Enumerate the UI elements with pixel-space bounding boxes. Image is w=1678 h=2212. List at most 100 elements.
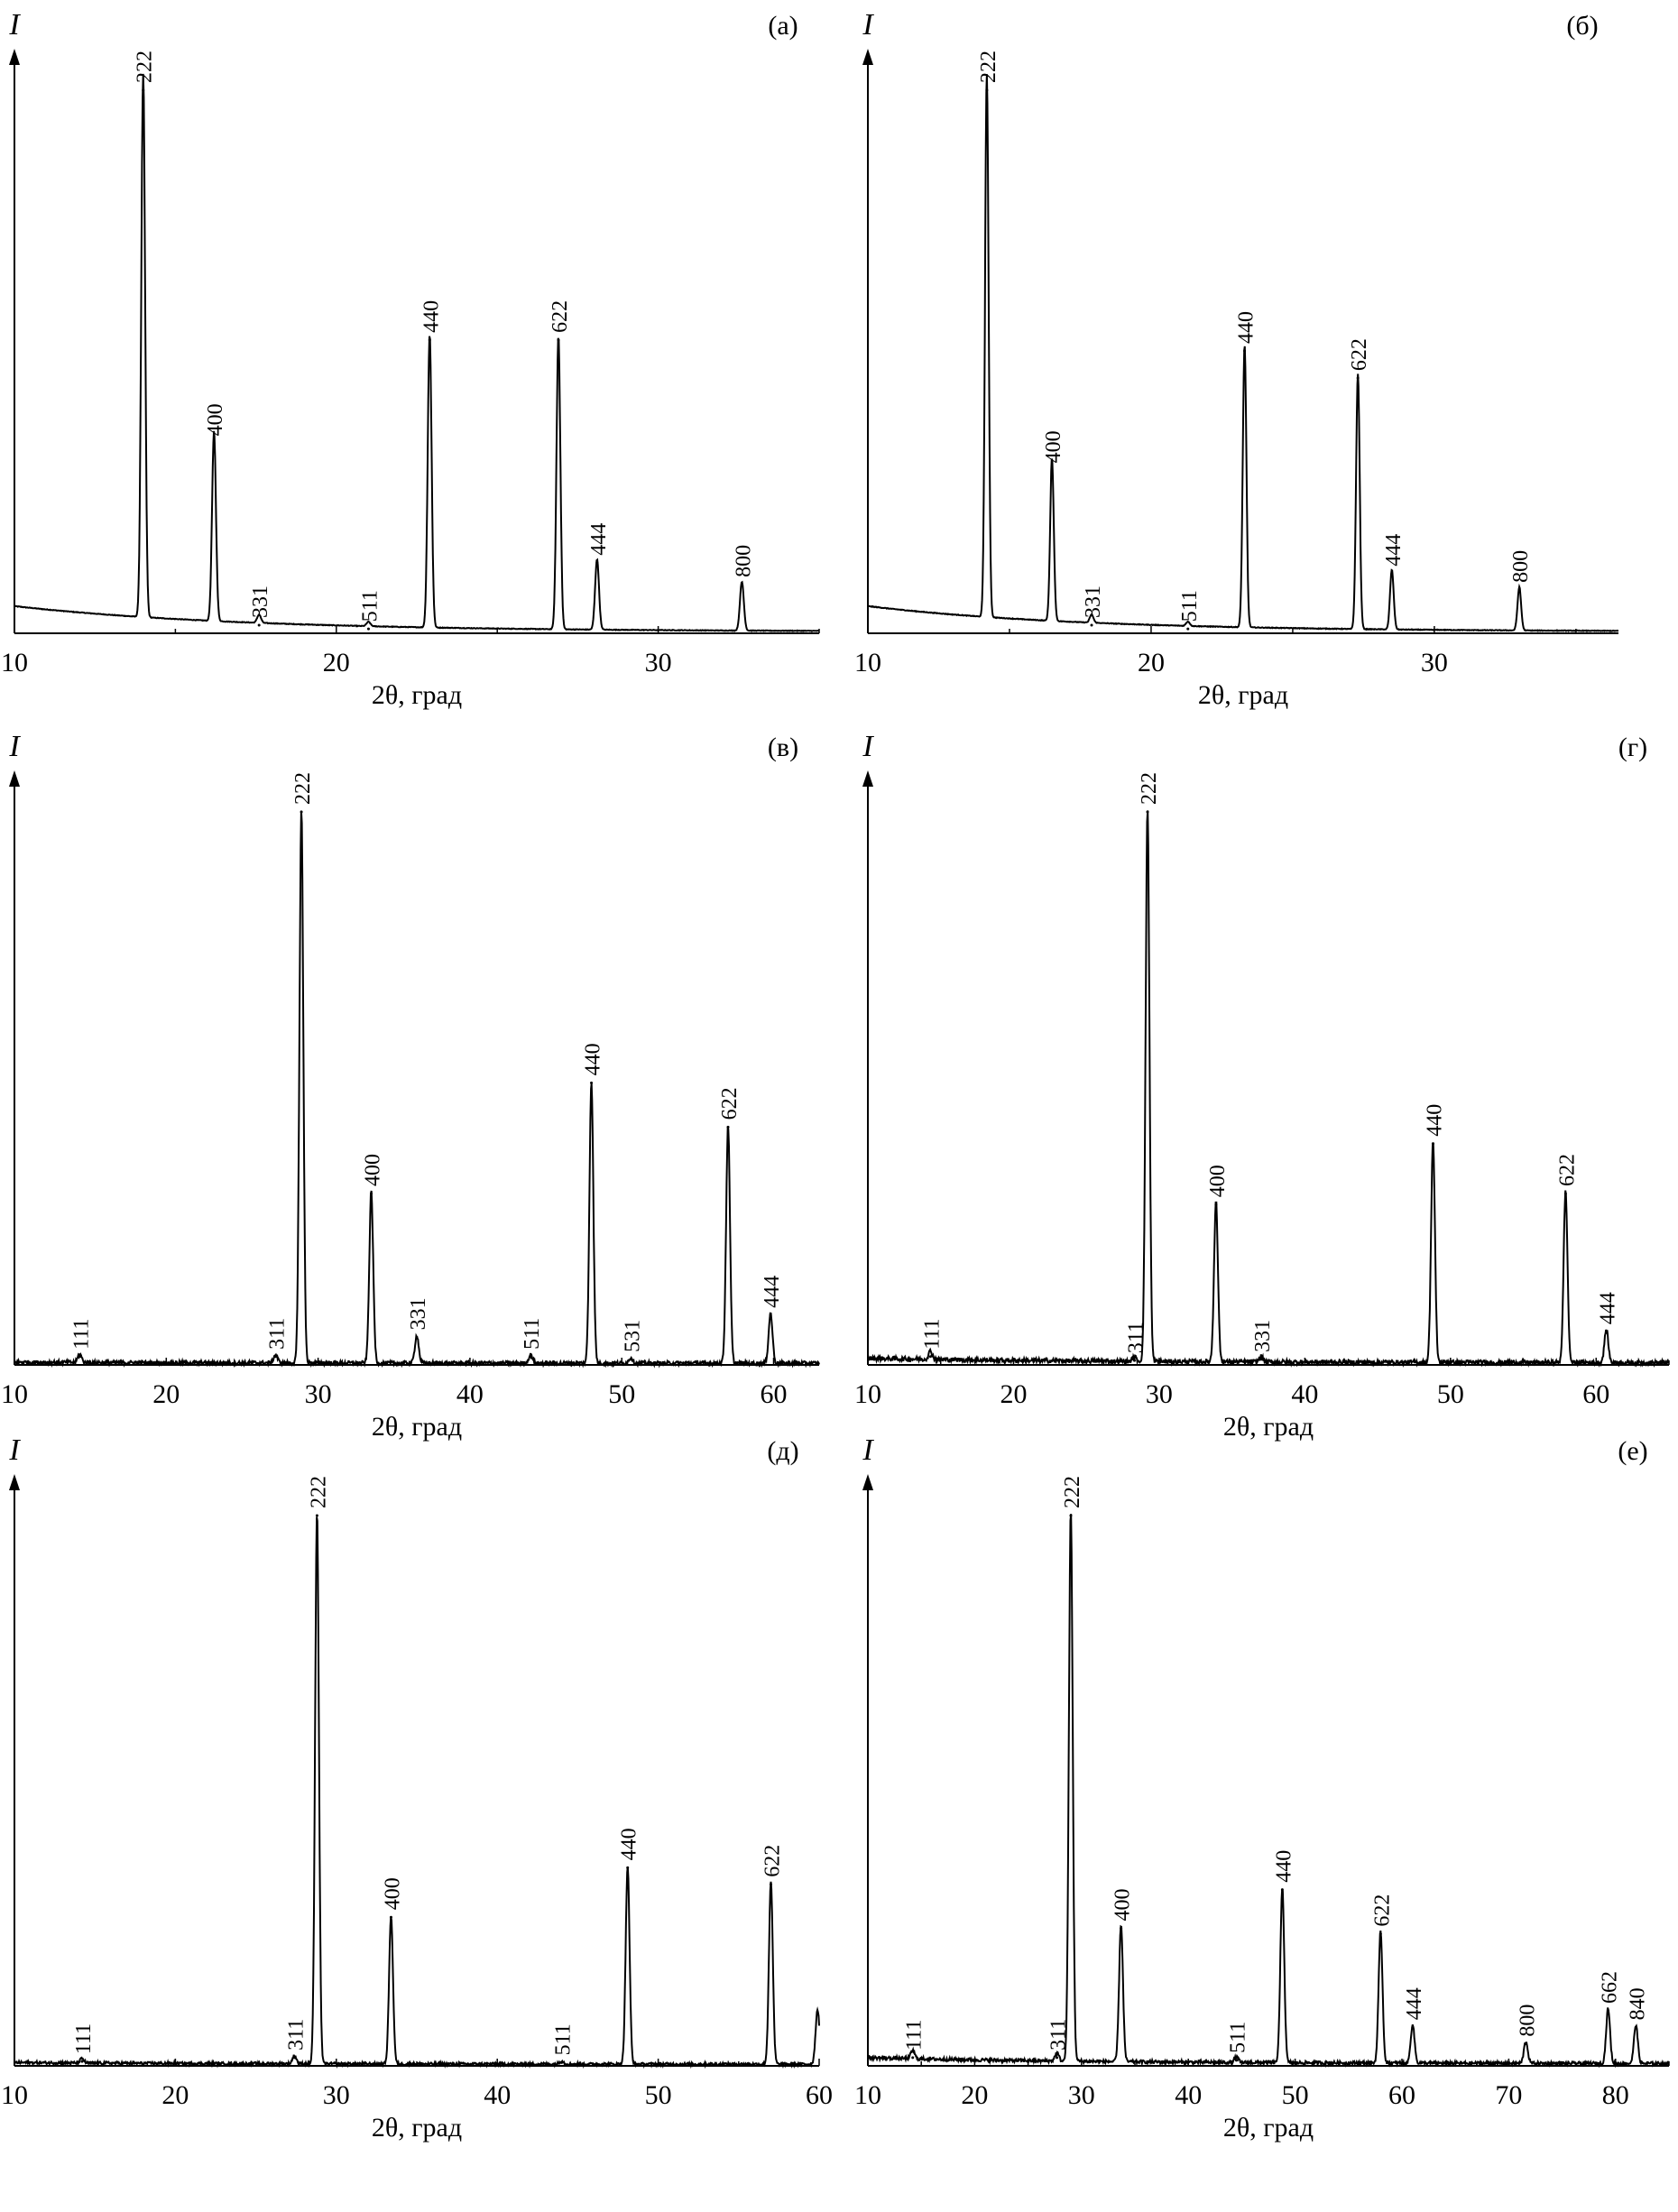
peak-point [1634,2025,1637,2029]
peak-point [1280,1888,1284,1892]
x-tick-label: 20 [323,648,350,677]
peak-label: 622 [718,1087,742,1120]
x-tick-label: 20 [1138,648,1165,677]
peak-label: 331 [1251,1320,1275,1352]
y-axis-arrow [862,1474,873,1490]
x-tick-label: 70 [1495,2080,1522,2110]
peak-label: 311 [1124,1322,1148,1353]
x-axis-label: 2θ, град [372,2113,462,2143]
peak-point [1411,2025,1415,2029]
x-tick-label: 20 [1000,1379,1027,1409]
xrd-pattern-line [867,74,1618,632]
panel-2: I (в) 10 20 30 40 50 60 2θ, град 111 311 222 400 331 5… [1,730,820,1442]
x-tick-label: 20 [152,1379,180,1409]
panel-label: (в) [768,733,798,762]
x-tick-label: 30 [645,648,672,677]
x-tick-label: 20 [961,2080,988,2110]
peak-label: 511 [552,2023,576,2055]
x-tick-label: 30 [1146,1379,1173,1409]
peak-label: 840 [1626,1987,1649,2020]
x-tick-label: 50 [1437,1379,1464,1409]
peak-point [1378,1932,1382,1936]
x-tick-label: 40 [1291,1379,1318,1409]
peak-label: 800 [732,545,755,577]
x-tick-label: 50 [645,2080,672,2110]
peak-point [1090,623,1093,627]
x-tick-label: 40 [1175,2080,1202,2110]
panel-label: (а) [768,11,798,41]
peak-label: 511 [1178,590,1202,622]
peak-label: 222 [977,51,1000,83]
peak-point [142,88,145,92]
peak-point [1517,588,1521,592]
peak-point [78,1355,81,1359]
peak-point [1234,2059,1238,2062]
peak-point [428,338,431,342]
peak-point [557,338,560,342]
y-axis-label: I [8,1433,21,1467]
peak-point [590,1081,594,1084]
peak-point [1563,1192,1567,1195]
peak-label: 800 [1516,2005,1539,2037]
peak-label: 531 [621,1320,644,1352]
peak-label: 440 [618,1828,641,1860]
y-axis-arrow [9,49,20,65]
peak-label: 511 [358,590,382,622]
peak-label: 400 [1042,430,1065,463]
x-axis-label: 2θ, град [1223,1412,1314,1442]
peak-label: 444 [1597,1292,1620,1324]
x-axis-label: 2θ, град [372,1412,462,1442]
peak-label: 444 [587,523,611,556]
panel-3: I (г) 10 20 30 40 50 60 2θ, град 111 311 222 400 331 4… [854,730,1670,1442]
peak-point [1069,1514,1073,1517]
peak-point [928,1355,932,1359]
x-tick-label: 30 [305,1379,332,1409]
panel-4: I (д) 10 20 30 40 50 60 2θ, град 111 311 222 400 511 4… [1,1433,833,2143]
peak-point [1132,1359,1136,1362]
peak-point [366,627,370,631]
peak-label: 662 [1599,1971,1622,2004]
peak-label: 222 [307,1476,330,1508]
peak-label: 222 [1061,1476,1084,1508]
peak-label: 440 [1272,1850,1295,1883]
peak-point [560,2060,564,2064]
peak-label: 400 [1111,1889,1135,1922]
y-axis-label: I [8,8,21,41]
y-axis-arrow [862,49,873,65]
peak-point [300,810,303,814]
panel-1: I (б) 10 20 30 2θ, град 222 400 331 511 440 622 444 8… [854,8,1618,710]
xrd-pattern-line [14,1516,820,2069]
y-axis-label: I [862,1433,874,1467]
peak-label: 111 [69,1319,93,1350]
x-tick-label: 10 [854,2080,881,2110]
x-tick-label: 10 [854,1379,881,1409]
peak-point [769,1883,772,1886]
x-tick-label: 60 [1388,2080,1415,2110]
peak-point [370,1192,373,1195]
peak-label: 444 [1403,1987,1426,2020]
panel-5: I (е) 10 20 30 40 50 60 70 80 2θ, град 111 311 222 400… [854,1433,1670,2143]
peak-label: 400 [381,1877,404,1910]
xrd-pattern-line [14,73,819,632]
peak-point [529,1355,532,1359]
y-axis-arrow [9,770,20,787]
peak-label: 622 [549,300,572,333]
x-tick-label: 40 [484,2080,511,2110]
x-tick-label: 30 [1068,2080,1095,2110]
x-tick-label: 60 [1582,1379,1609,1409]
peak-point [389,1915,392,1919]
y-axis-arrow [9,1474,20,1490]
peak-point [1524,2042,1527,2046]
x-tick-label: 20 [161,2080,189,2110]
peak-label: 311 [284,2019,308,2051]
peak-point [1050,468,1054,472]
x-axis-label: 2θ, град [372,680,462,710]
peak-point [1243,349,1247,353]
peak-label: 222 [134,51,157,83]
panel-label: (д) [767,1436,798,1466]
peak-label: 311 [265,1318,289,1350]
x-tick-label: 50 [1282,2080,1309,2110]
x-tick-label: 10 [854,648,881,677]
x-tick-label: 60 [761,1379,788,1409]
